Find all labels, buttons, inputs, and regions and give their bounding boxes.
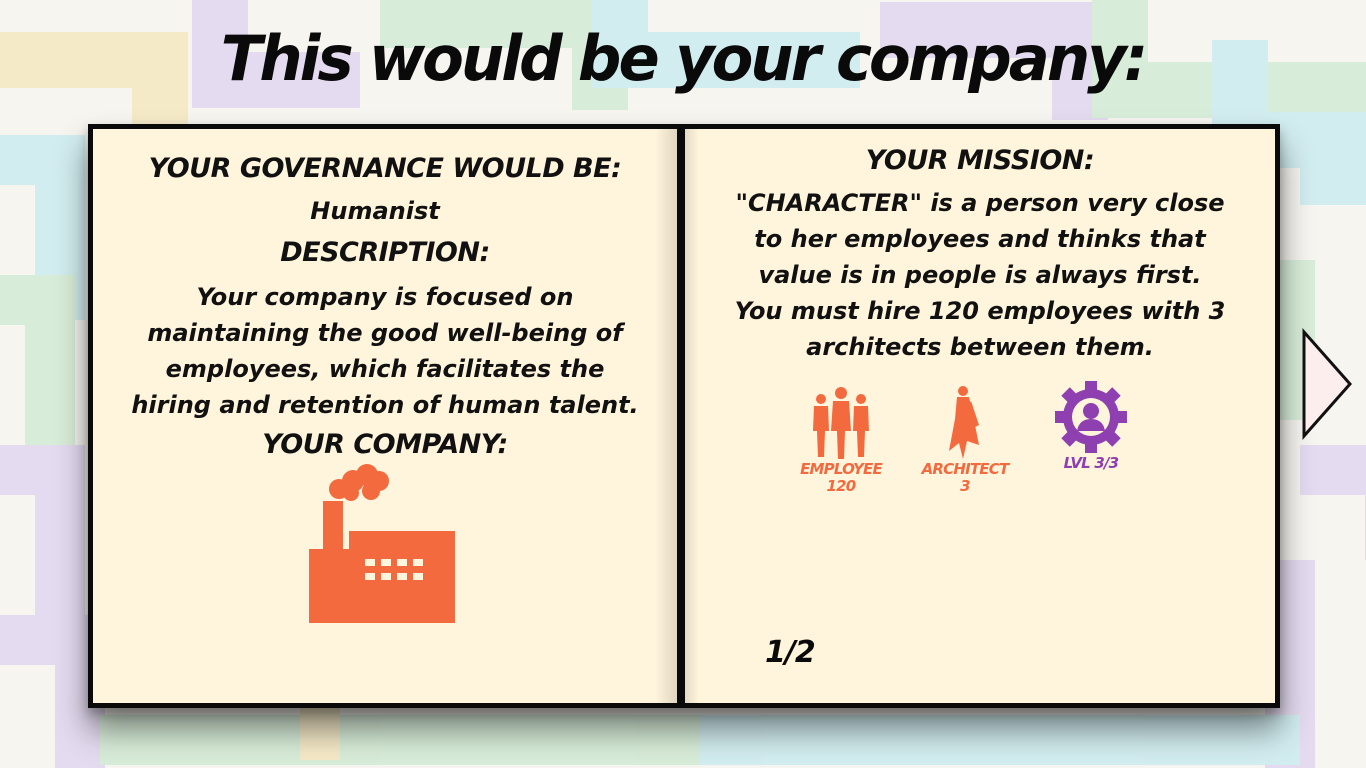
mission-line-1: "CHARACTER" is a person very close (735, 189, 1225, 217)
next-arrow-icon[interactable] (1300, 328, 1356, 440)
governance-heading: YOUR GOVERNANCE WOULD BE: (148, 153, 622, 184)
level-gear-icon (1055, 381, 1127, 453)
architect-value: 3 (960, 477, 970, 495)
employee-stat: EMPLOYEE 120 (785, 385, 897, 495)
mission-line-3: value is in people is always first. (758, 261, 1202, 289)
architect-stat: ARCHITECT 3 (909, 385, 1021, 495)
architect-icon (949, 386, 979, 459)
right-page: YOUR MISSION: "CHARACTER" is a person ve… (680, 124, 1280, 708)
level-stat: LVL 3/3 (1033, 379, 1149, 472)
company-book: YOUR GOVERNANCE WOULD BE: Humanist DESCR… (88, 124, 1280, 708)
mission-line-5: architects between them. (806, 333, 1154, 361)
level-label: LVL 3/3 (1063, 454, 1119, 472)
mission-line-2: to her employees and thinks that (754, 225, 1206, 253)
description-line-3: employees, which facilitates the (165, 355, 605, 383)
architect-label: ARCHITECT (921, 460, 1010, 478)
left-page: YOUR GOVERNANCE WOULD BE: Humanist DESCR… (88, 124, 682, 708)
description-line-4: hiring and retention of human talent. (131, 391, 639, 419)
employee-label: EMPLOYEE (800, 460, 883, 478)
employees-icon (813, 387, 869, 459)
page-number: 1/2 (765, 635, 816, 670)
company-heading: YOUR COMPANY: (262, 429, 508, 460)
mission-heading: YOUR MISSION: (865, 145, 1095, 176)
page-title: This would be your company: (220, 22, 1148, 95)
governance-value: Humanist (310, 197, 440, 225)
description-heading: DESCRIPTION: (280, 237, 490, 268)
description-line-2: maintaining the good well-being of (147, 319, 623, 347)
description-line-1: Your company is focused on (196, 283, 574, 311)
employee-value: 120 (826, 477, 857, 495)
mission-line-4: You must hire 120 employees with 3 (734, 297, 1226, 325)
factory-icon (309, 464, 455, 623)
